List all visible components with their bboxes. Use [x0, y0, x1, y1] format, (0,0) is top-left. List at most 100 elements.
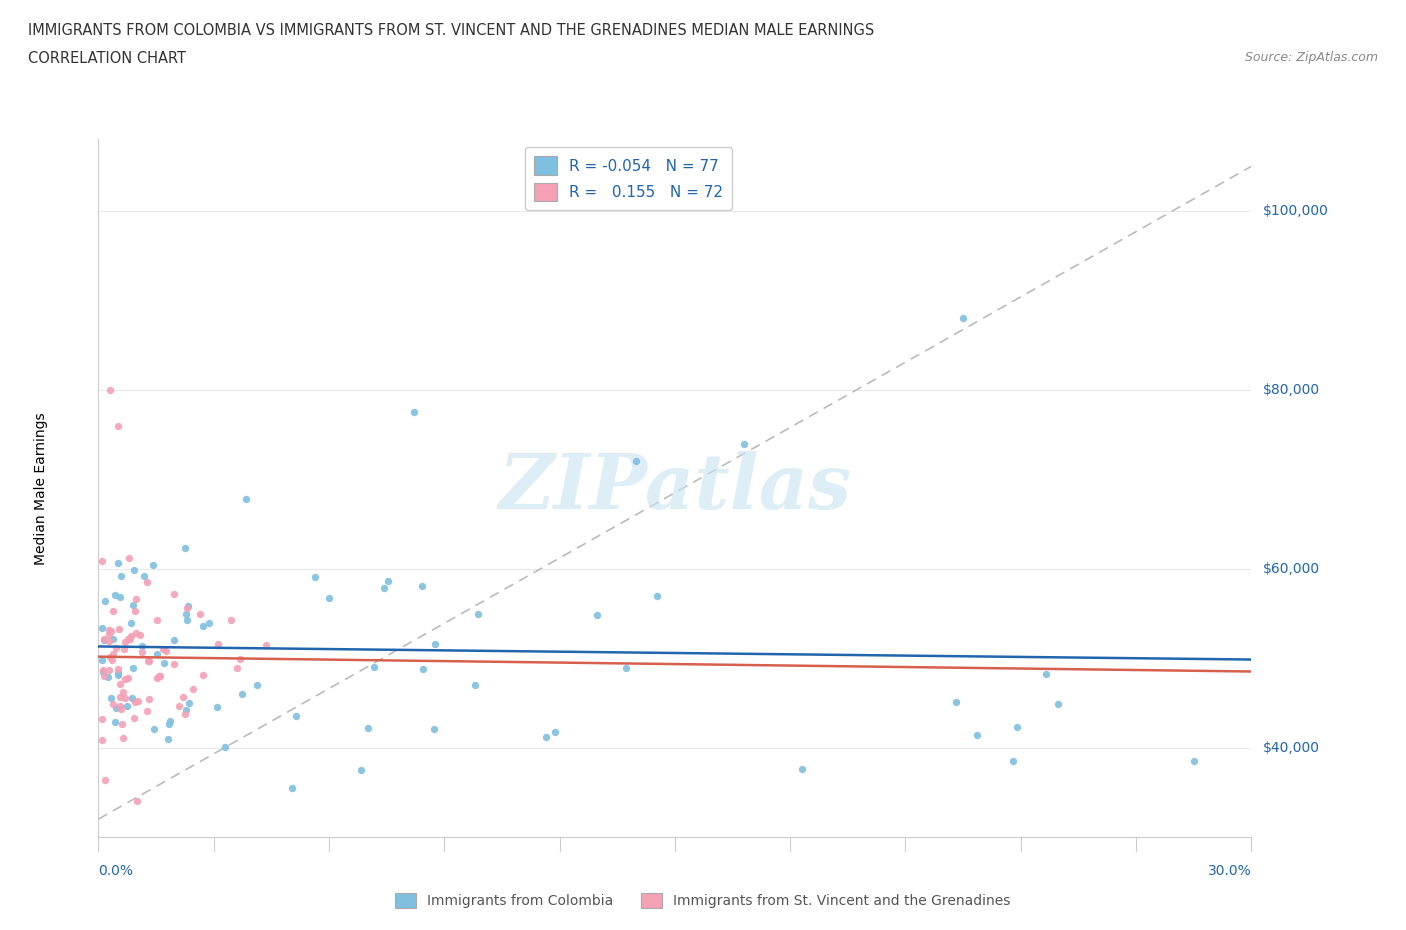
Point: [174, 707, 197, 722]
Point: [110, 698, 132, 713]
Text: CORRELATION CHART: CORRELATION CHART: [28, 51, 186, 66]
Point: [790, 762, 813, 777]
Point: [544, 724, 567, 739]
Text: Median Male Earnings: Median Male Earnings: [34, 412, 48, 565]
Point: [146, 671, 169, 685]
Point: [108, 690, 131, 705]
Point: [163, 657, 186, 671]
Point: [114, 690, 136, 705]
Point: [107, 665, 129, 680]
Text: Source: ZipAtlas.com: Source: ZipAtlas.com: [1244, 51, 1378, 64]
Point: [423, 722, 446, 737]
Point: [120, 631, 142, 646]
Point: [181, 682, 204, 697]
Point: [112, 731, 135, 746]
Point: [142, 558, 165, 573]
Point: [91, 662, 114, 677]
Point: [138, 691, 160, 706]
Point: [304, 570, 326, 585]
Point: [176, 601, 198, 616]
Point: [91, 553, 114, 568]
Point: [100, 624, 122, 639]
Point: [100, 691, 122, 706]
Point: [423, 636, 446, 651]
Point: [163, 633, 186, 648]
Point: [117, 671, 139, 685]
Point: [464, 678, 486, 693]
Point: [93, 669, 115, 684]
Text: ZIPatlas: ZIPatlas: [498, 451, 852, 525]
Point: [114, 671, 136, 686]
Point: [146, 613, 169, 628]
Point: [945, 695, 967, 710]
Point: [169, 698, 191, 713]
Point: [121, 616, 143, 631]
Point: [645, 589, 668, 604]
Point: [112, 642, 135, 657]
Point: [101, 697, 124, 711]
Point: [136, 704, 159, 719]
Text: $40,000: $40,000: [1263, 740, 1319, 754]
Point: [159, 713, 181, 728]
Point: [280, 780, 302, 795]
Point: [120, 629, 142, 644]
Point: [318, 591, 340, 605]
Point: [118, 551, 141, 565]
Point: [97, 633, 120, 648]
Point: [214, 739, 236, 754]
Point: [1047, 697, 1070, 711]
Point: [98, 622, 121, 637]
Point: [136, 575, 159, 590]
Point: [91, 653, 114, 668]
Point: [153, 656, 176, 671]
Point: [586, 607, 609, 622]
Point: [966, 727, 988, 742]
Point: [254, 638, 277, 653]
Point: [198, 616, 221, 631]
Text: $100,000: $100,000: [1263, 204, 1329, 218]
Point: [104, 588, 127, 603]
Point: [1002, 753, 1025, 768]
Point: [107, 418, 129, 433]
Point: [98, 649, 121, 664]
Point: [104, 641, 127, 656]
Point: [357, 721, 380, 736]
Point: [174, 702, 197, 717]
Point: [172, 690, 194, 705]
Point: [143, 722, 166, 737]
Point: [363, 659, 385, 674]
Point: [112, 684, 135, 699]
Point: [1182, 753, 1205, 768]
Point: [402, 405, 425, 419]
Point: [110, 702, 132, 717]
Point: [226, 660, 249, 675]
Point: [127, 693, 149, 708]
Text: 30.0%: 30.0%: [1208, 864, 1251, 878]
Point: [191, 667, 214, 682]
Point: [103, 604, 125, 618]
Point: [229, 651, 252, 666]
Point: [952, 311, 974, 325]
Point: [108, 621, 131, 636]
Point: [246, 678, 269, 693]
Point: [176, 613, 198, 628]
Point: [157, 717, 180, 732]
Point: [131, 644, 153, 659]
Point: [122, 598, 145, 613]
Point: [107, 661, 129, 676]
Point: [108, 590, 131, 604]
Point: [411, 578, 433, 593]
Point: [626, 454, 648, 469]
Point: [156, 732, 179, 747]
Point: [124, 563, 146, 578]
Point: [1005, 719, 1028, 734]
Point: [117, 631, 139, 646]
Point: [219, 612, 242, 627]
Point: [177, 599, 200, 614]
Point: [91, 733, 114, 748]
Point: [129, 628, 152, 643]
Point: [467, 606, 489, 621]
Point: [110, 568, 132, 583]
Point: [350, 763, 373, 777]
Point: [146, 646, 169, 661]
